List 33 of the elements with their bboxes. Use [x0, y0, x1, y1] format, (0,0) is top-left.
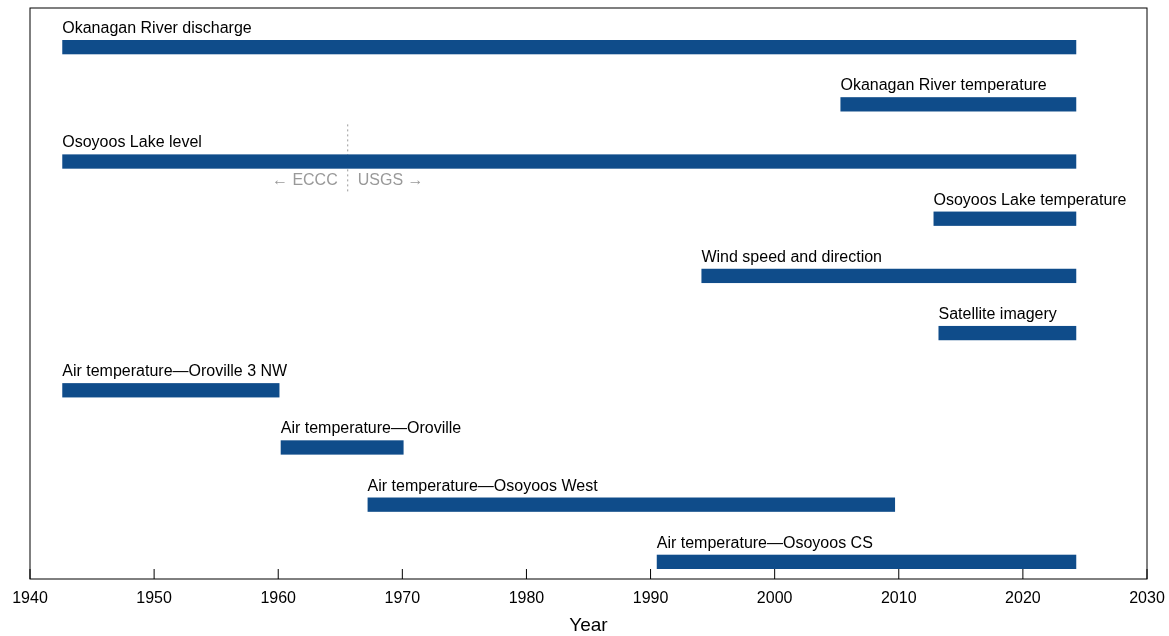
bar	[62, 154, 1077, 169]
x-tick-label: 1960	[260, 589, 297, 606]
x-tick-label: 2010	[880, 589, 917, 606]
y-tick-label: Satellite imagery	[938, 304, 1057, 322]
bar	[280, 440, 404, 455]
y-tick-label: Okanagan River temperature	[840, 76, 1047, 94]
annotation: ← ECCC	[271, 171, 338, 189]
annotation: USGS →	[357, 171, 424, 189]
y-tick-label: Wind speed and direction	[701, 247, 882, 265]
bar	[62, 40, 1077, 55]
y-tick-label: Osoyoos Lake level	[62, 133, 202, 151]
x-tick-label: 2020	[1005, 589, 1041, 606]
y-tick-label: Air temperature—Oroville	[280, 419, 462, 437]
x-tick-label: 1990	[632, 589, 669, 606]
y-tick-label: Osoyoos Lake temperature	[933, 190, 1127, 208]
x-tick-label: 1980	[508, 589, 545, 606]
x-tick-label: 2000	[756, 589, 793, 606]
x-tick-label: 1940	[12, 589, 48, 606]
x-tick-label: 1950	[136, 589, 173, 606]
bar	[938, 325, 1077, 341]
bar	[367, 497, 896, 512]
bar	[656, 554, 1077, 569]
x-tick-label: 2030	[1129, 589, 1165, 606]
y-tick-label: Air temperature—Osoyoos West	[367, 476, 599, 494]
x-tick-label: 1970	[384, 589, 421, 606]
y-tick-label: Okanagan River discharge	[62, 19, 252, 36]
bar	[933, 211, 1077, 226]
y-tick-label: Air temperature—Oroville 3 NW	[62, 362, 289, 380]
bar	[840, 97, 1077, 112]
bar	[701, 268, 1077, 284]
bar	[62, 383, 280, 398]
y-tick-label: Air temperature—Osoyoos CS	[656, 533, 873, 551]
x-axis-title: Year	[569, 614, 609, 635]
